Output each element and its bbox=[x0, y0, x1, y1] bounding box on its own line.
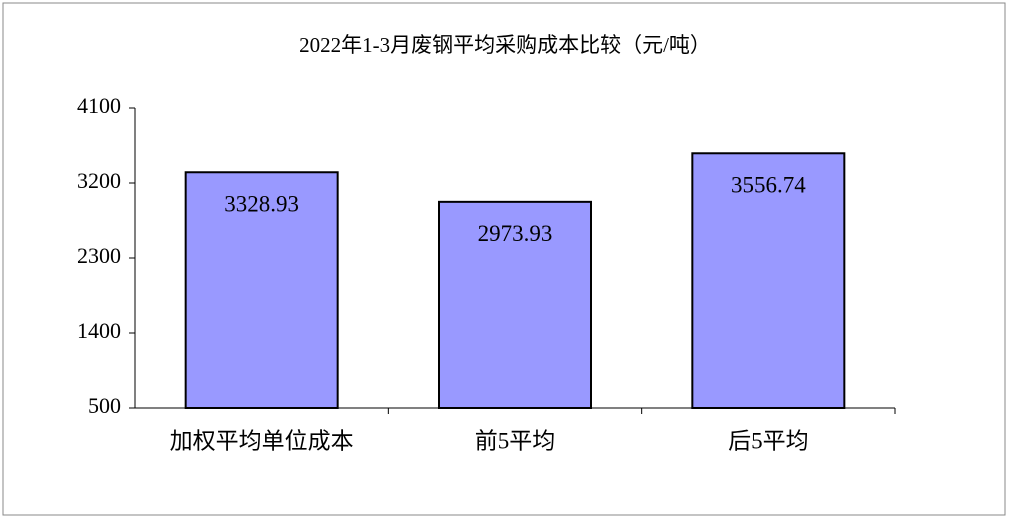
chart-title: 2022年1-3月废钢平均采购成本比较（元/吨） bbox=[299, 33, 711, 57]
data-label: 3556.74 bbox=[731, 173, 806, 198]
x-tick-label: 后5平均 bbox=[728, 428, 809, 453]
y-tick-label: 3200 bbox=[77, 168, 121, 193]
y-tick-label: 2300 bbox=[77, 243, 121, 268]
bar bbox=[184, 171, 339, 409]
data-label: 2973.93 bbox=[478, 221, 553, 246]
x-tick-label: 加权平均单位成本 bbox=[170, 428, 354, 453]
y-tick-label: 500 bbox=[88, 393, 121, 418]
bar bbox=[438, 200, 592, 409]
y-tick-label: 4100 bbox=[77, 93, 121, 118]
data-label: 3328.93 bbox=[224, 192, 299, 217]
x-tick-label: 前5平均 bbox=[475, 428, 556, 453]
y-tick-label: 1400 bbox=[77, 318, 121, 343]
